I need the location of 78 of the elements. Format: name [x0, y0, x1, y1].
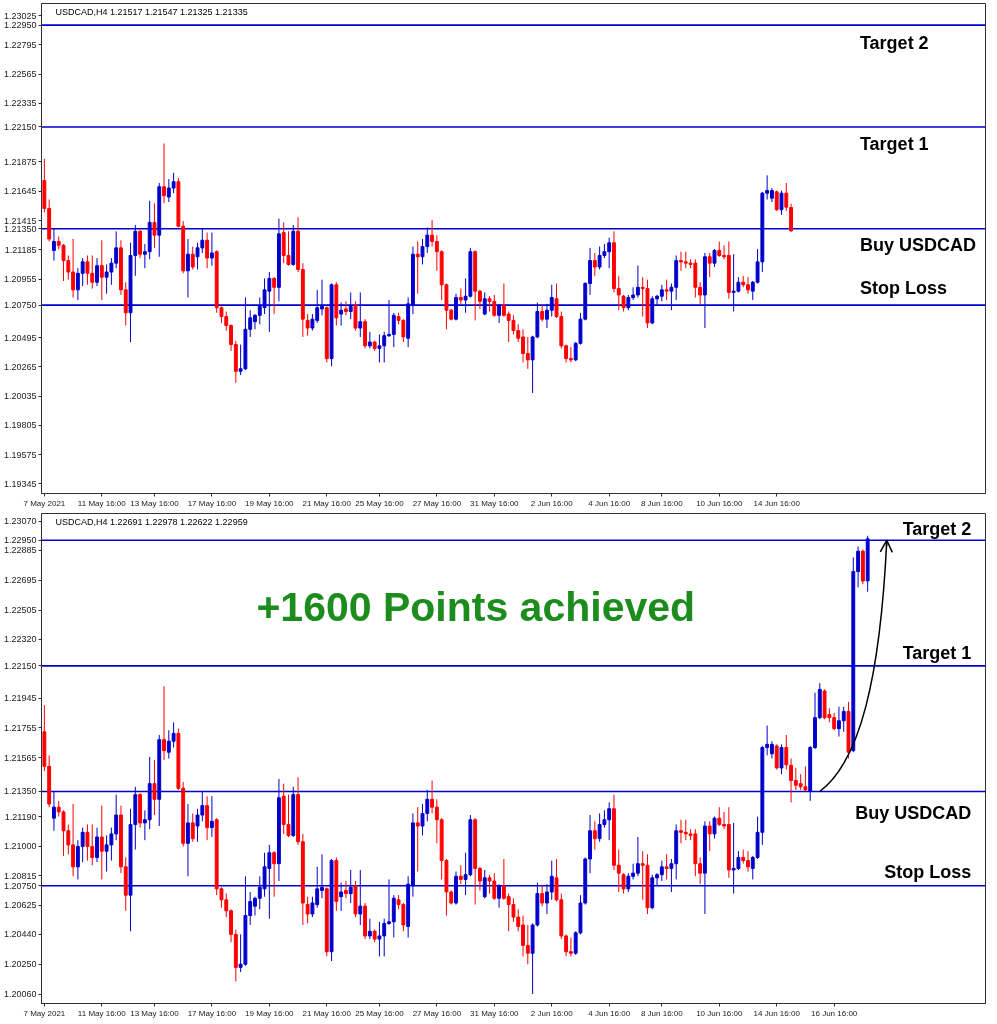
x-tick-label: 17 May 16:00: [187, 498, 237, 508]
y-tick-label: 1.22150: [3, 121, 37, 132]
ref-line-label: Stop Loss: [884, 861, 972, 882]
y-tick-label: 1.21875: [3, 156, 37, 167]
y-tick-label: 1.23025: [3, 10, 37, 21]
y-tick-label: 1.20495: [3, 332, 37, 343]
y-tick-label: 1.22795: [3, 39, 37, 50]
x-tick-label: 13 May 16:00: [130, 498, 180, 508]
chart-title: USDCAD,H4 1.21517 1.21547 1.21325 1.21335: [55, 6, 248, 17]
x-tick-label: 27 May 16:00: [412, 498, 462, 508]
y-tick-label: 1.21565: [3, 752, 37, 763]
y-tick-label: 1.20750: [3, 880, 37, 891]
x-tick-label: 4 Jun 16:00: [588, 1008, 631, 1018]
x-tick-label: 31 May 16:00: [470, 1008, 520, 1018]
y-tick-label: 1.20440: [3, 929, 37, 940]
x-tick-label: 10 Jun 16:00: [696, 1008, 743, 1018]
y-tick-label: 1.21350: [3, 786, 37, 797]
x-tick-label: 11 May 16:00: [77, 498, 127, 508]
ref-line-label: Target 1: [859, 133, 929, 154]
y-tick-label: 1.22950: [3, 20, 37, 31]
y-tick-label: 1.22505: [3, 605, 37, 616]
x-tick-label: 13 May 16:00: [130, 1008, 180, 1018]
y-tick-label: 1.22565: [3, 69, 37, 80]
x-tick-label: 16 Jun 16:00: [811, 1008, 858, 1018]
x-tick-label: 31 May 16:00: [470, 498, 520, 508]
y-tick-label: 1.20265: [3, 361, 37, 372]
x-tick-label: 21 May 16:00: [302, 498, 352, 508]
y-tick-label: 1.21350: [3, 223, 37, 234]
x-tick-label: 19 May 16:00: [245, 1008, 295, 1018]
x-tick-label: 25 May 16:00: [355, 498, 405, 508]
y-tick-label: 1.20625: [3, 900, 37, 911]
y-tick-label: 1.22950: [3, 535, 37, 546]
y-tick-label: 1.22150: [3, 660, 37, 671]
y-tick-label: 1.22885: [3, 545, 37, 556]
y-tick-label: 1.22320: [3, 634, 37, 645]
x-tick-label: 17 May 16:00: [187, 1008, 237, 1018]
y-tick-label: 1.23070: [3, 516, 37, 527]
chart-title: USDCAD,H4 1.22691 1.22978 1.22622 1.22959: [55, 516, 248, 527]
x-tick-label: 19 May 16:00: [245, 498, 295, 508]
y-tick-label: 1.19805: [3, 420, 37, 431]
ref-line-label: Target 2: [902, 519, 972, 540]
y-tick-label: 1.21415: [3, 215, 37, 226]
y-tick-label: 1.20060: [3, 989, 37, 1000]
y-tick-label: 1.21185: [4, 244, 37, 255]
x-tick-label: 11 May 16:00: [77, 1008, 127, 1018]
y-tick-label: 1.20750: [3, 300, 37, 311]
x-tick-label: 27 May 16:00: [412, 1008, 462, 1018]
annotation: +1600 Points achieved: [256, 583, 696, 630]
ref-line-label: Target 1: [902, 642, 972, 663]
y-tick-label: 1.19345: [3, 478, 37, 489]
x-tick-label: 10 Jun 16:00: [696, 498, 743, 508]
y-tick-label: 1.20955: [3, 274, 37, 285]
x-tick-label: 14 Jun 16:00: [753, 1008, 801, 1018]
y-tick-label: 1.22695: [3, 575, 37, 586]
y-tick-label: 1.19575: [3, 449, 37, 460]
x-tick-label: 7 May 2021: [23, 1008, 66, 1018]
ref-line-label: Stop Loss: [859, 278, 947, 299]
y-tick-label: 1.21000: [3, 841, 37, 852]
ref-line-label: Buy USDCAD: [855, 803, 972, 824]
y-tick-label: 1.21190: [4, 811, 37, 822]
x-tick-label: 2 Jun 16:00: [530, 1008, 574, 1018]
x-tick-label: 4 Jun 16:00: [588, 498, 631, 508]
x-tick-label: 7 May 2021: [23, 498, 66, 508]
y-tick-label: 1.21645: [3, 186, 37, 197]
ref-line-label: Target 2: [859, 33, 929, 54]
x-tick-label: 14 Jun 16:00: [753, 498, 801, 508]
x-tick-label: 2 Jun 16:00: [530, 498, 574, 508]
y-tick-label: 1.22335: [3, 98, 37, 109]
y-tick-label: 1.20250: [3, 959, 37, 970]
y-tick-label: 1.20815: [3, 870, 37, 881]
x-tick-label: 21 May 16:00: [302, 1008, 352, 1018]
x-tick-label: 8 Jun 16:00: [640, 1008, 684, 1018]
ref-line-label: Buy USDCAD: [859, 234, 976, 255]
y-tick-label: 1.21945: [3, 693, 37, 704]
y-tick-label: 1.20035: [3, 391, 37, 402]
x-tick-label: 8 Jun 16:00: [640, 498, 684, 508]
x-tick-label: 25 May 16:00: [355, 1008, 405, 1018]
y-tick-label: 1.21755: [3, 722, 37, 733]
